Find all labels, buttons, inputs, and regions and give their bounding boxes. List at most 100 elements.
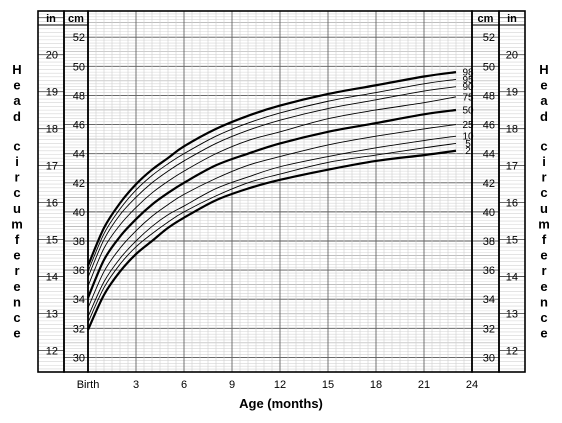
in-tick-label-left: 16 bbox=[46, 198, 58, 210]
in-tick-label-right: 16 bbox=[506, 198, 518, 210]
y-axis-title-letter: e bbox=[540, 78, 547, 93]
unit-label-cm-left: cm bbox=[68, 13, 84, 25]
x-tick-label: 24 bbox=[466, 379, 478, 391]
x-tick-label: 12 bbox=[274, 379, 286, 391]
in-tick-label-left: 12 bbox=[46, 345, 58, 357]
grid-layer bbox=[38, 10, 525, 373]
x-tick-label: 15 bbox=[322, 379, 334, 391]
y-axis-title-letter: f bbox=[542, 232, 547, 247]
y-axis-title-letter: e bbox=[13, 78, 20, 93]
y-axis-title-letter: r bbox=[541, 263, 546, 278]
y-axis-title-letter: m bbox=[11, 216, 23, 231]
y-axis-title-letter: i bbox=[15, 154, 19, 169]
cm-tick-label-left: 34 bbox=[73, 294, 85, 306]
cm-tick-label-right: 48 bbox=[483, 90, 495, 102]
y-axis-title-letter: i bbox=[542, 154, 546, 169]
percentile-curve-95 bbox=[87, 78, 457, 272]
cm-tick-label-right: 50 bbox=[483, 61, 495, 73]
in-tick-label-right: 18 bbox=[506, 124, 518, 136]
in-tick-label-left: 13 bbox=[46, 308, 58, 320]
y-axis-title-letter: H bbox=[539, 62, 548, 77]
in-tick-label-left: 19 bbox=[46, 87, 58, 99]
y-axis-title-letter: n bbox=[13, 294, 21, 309]
percentile-curve-2 bbox=[86, 149, 457, 331]
percentile-curve-90 bbox=[87, 86, 457, 278]
cm-tick-label-left: 42 bbox=[73, 178, 85, 190]
x-tick-label: 6 bbox=[181, 379, 187, 391]
x-tick-label: 9 bbox=[229, 379, 235, 391]
in-tick-label-left: 18 bbox=[46, 124, 58, 136]
in-tick-label-right: 13 bbox=[506, 308, 518, 320]
percentile-curve-50 bbox=[86, 108, 457, 299]
y-axis-title-letter: e bbox=[13, 326, 20, 341]
x-axis-title: Age (months) bbox=[239, 396, 323, 411]
x-tick-label: Birth bbox=[77, 379, 100, 391]
percentile-label-10: 10 bbox=[462, 132, 474, 143]
in-tick-label-right: 17 bbox=[506, 161, 518, 173]
percentile-label-95: 95 bbox=[462, 75, 474, 86]
y-axis-title-letter: e bbox=[540, 248, 547, 263]
percentile-label-50: 50 bbox=[462, 105, 474, 116]
x-tick-label: 21 bbox=[418, 379, 430, 391]
percentile-label-25: 25 bbox=[462, 120, 474, 131]
y-axis-title-letter: c bbox=[13, 310, 20, 325]
y-axis-title-letter: n bbox=[540, 294, 548, 309]
percentile-label-90: 90 bbox=[462, 82, 474, 93]
cm-tick-label-left: 44 bbox=[73, 149, 85, 161]
y-axis-title-letter: r bbox=[14, 263, 19, 278]
y-axis-title-letter: c bbox=[540, 185, 547, 200]
y-axis-title-letter: c bbox=[540, 138, 547, 153]
in-tick-label-left: 20 bbox=[46, 50, 58, 62]
y-axis-title-letter: u bbox=[540, 201, 548, 216]
cm-tick-label-left: 50 bbox=[73, 61, 85, 73]
percentile-label-98: 98 bbox=[462, 68, 474, 79]
cm-tick-label-right: 44 bbox=[483, 149, 495, 161]
y-axis-title-letter: e bbox=[13, 279, 20, 294]
cm-tick-label-right: 40 bbox=[483, 207, 495, 219]
y-axis-title-letter: e bbox=[540, 326, 547, 341]
cm-tick-label-right: 30 bbox=[483, 352, 495, 364]
x-tick-label: 3 bbox=[133, 379, 139, 391]
chart-frame bbox=[37, 10, 526, 373]
cm-tick-label-right: 52 bbox=[483, 32, 495, 44]
y-axis-title-letter: c bbox=[13, 185, 20, 200]
cm-tick-label-right: 36 bbox=[483, 265, 495, 277]
x-tick-label: 18 bbox=[370, 379, 382, 391]
y-axis-title-letter: f bbox=[15, 232, 20, 247]
unit-label-cm-right: cm bbox=[478, 13, 494, 25]
percentile-label-75: 75 bbox=[462, 92, 474, 103]
in-tick-label-left: 14 bbox=[46, 272, 58, 284]
unit-label-in-right: in bbox=[507, 13, 517, 25]
in-tick-label-right: 12 bbox=[506, 345, 518, 357]
percentile-curve-25 bbox=[87, 124, 457, 309]
cm-tick-label-right: 42 bbox=[483, 178, 495, 190]
in-tick-label-left: 15 bbox=[46, 235, 58, 247]
percentile-curve-98 bbox=[86, 71, 457, 267]
cm-tick-label-left: 46 bbox=[73, 120, 85, 132]
cm-tick-label-right: 38 bbox=[483, 236, 495, 248]
in-tick-label-left: 17 bbox=[46, 161, 58, 173]
cm-tick-label-right: 46 bbox=[483, 120, 495, 132]
in-tick-label-right: 20 bbox=[506, 50, 518, 62]
cm-tick-label-left: 32 bbox=[73, 323, 85, 335]
percentile-curve-5 bbox=[87, 143, 457, 323]
y-axis-title-letter: c bbox=[540, 310, 547, 325]
y-axis-title-letter: H bbox=[12, 62, 21, 77]
y-axis-title-letter: c bbox=[13, 138, 20, 153]
cm-tick-label-left: 52 bbox=[73, 32, 85, 44]
y-axis-title-letter: d bbox=[540, 109, 548, 124]
cm-tick-label-left: 40 bbox=[73, 207, 85, 219]
percentile-curve-10 bbox=[87, 135, 457, 317]
y-axis-title-letter: r bbox=[14, 170, 19, 185]
in-tick-label-right: 15 bbox=[506, 235, 518, 247]
y-axis-title-letter: e bbox=[540, 279, 547, 294]
percentile-curves bbox=[86, 71, 457, 331]
y-axis-title-letter: u bbox=[13, 201, 21, 216]
cm-tick-label-right: 34 bbox=[483, 294, 495, 306]
cm-tick-label-left: 30 bbox=[73, 352, 85, 364]
cm-tick-label-right: 32 bbox=[483, 323, 495, 335]
